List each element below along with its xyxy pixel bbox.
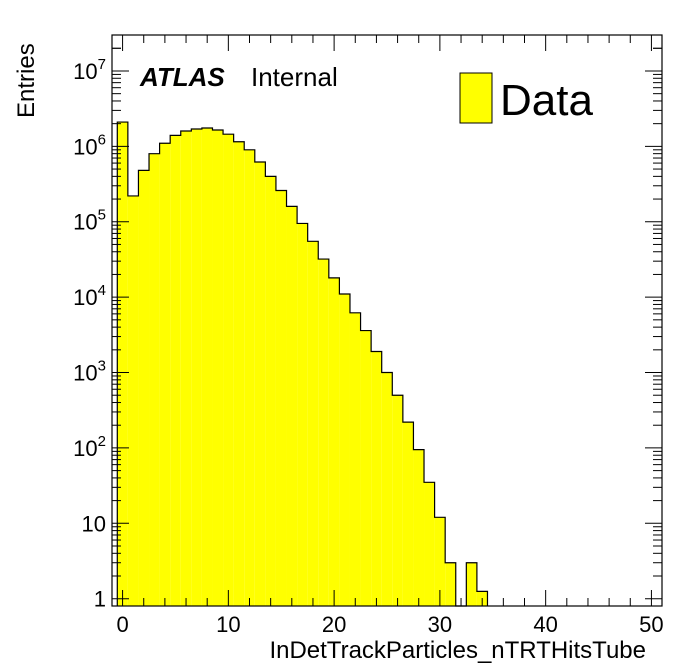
histogram-bar <box>307 241 319 607</box>
y-tick-label: 105 <box>73 207 106 235</box>
plot-frame <box>111 34 663 607</box>
histogram-bar <box>265 176 276 607</box>
histogram-bar <box>402 422 414 606</box>
histogram-bar <box>191 128 202 607</box>
x-axis-title: InDetTrackParticles_nTRTHitsTube <box>269 637 646 664</box>
histogram-bar <box>424 482 435 606</box>
atlas-label: ATLAS <box>139 62 225 92</box>
x-tick-label: 0 <box>116 612 128 637</box>
histogram-outline <box>116 121 489 607</box>
histogram-bar <box>339 294 350 606</box>
x-tick-label: 50 <box>639 612 663 637</box>
y-tick-label: 1 <box>94 587 106 612</box>
histogram-bar <box>371 351 382 606</box>
y-tick-label: 10 <box>82 511 106 536</box>
y-tick-labels: 1 10 102 103 104 105 106 107 <box>73 56 106 612</box>
histogram-bar <box>117 122 128 606</box>
x-tick-label: 40 <box>533 612 557 637</box>
histogram-outline-group <box>116 121 489 607</box>
histogram-bar <box>328 277 340 606</box>
x-tick-label: 20 <box>322 612 346 637</box>
histogram-bar <box>381 372 393 606</box>
legend-swatch <box>459 72 493 124</box>
histogram-bar <box>138 170 150 606</box>
histogram-bar <box>180 130 192 606</box>
internal-label: Internal <box>251 62 338 92</box>
x-tick-labels: 0 10 20 30 40 50 <box>116 612 663 637</box>
histogram-bar <box>466 562 477 606</box>
histogram-bar <box>170 135 181 607</box>
axis-ticks <box>112 34 662 606</box>
legend-entry-data: Data <box>500 76 593 125</box>
histogram-bar <box>233 141 245 606</box>
histogram-bar <box>244 149 255 606</box>
y-tick-label: 103 <box>73 358 106 386</box>
histogram-bars <box>117 122 488 607</box>
histogram-bar <box>201 128 213 607</box>
y-tick-label: 107 <box>73 56 106 84</box>
histogram-bar <box>318 259 329 606</box>
histogram-bar <box>149 153 160 607</box>
histogram-bar <box>413 449 425 606</box>
histogram-bar <box>360 330 372 606</box>
histogram-bar <box>286 206 298 607</box>
x-tick-label: 10 <box>216 612 240 637</box>
histogram-bar <box>212 129 224 607</box>
y-tick-label: 102 <box>73 433 106 461</box>
histogram-bar <box>223 134 234 607</box>
histogram-bar <box>434 517 446 606</box>
histogram-bar <box>349 312 361 606</box>
histogram-bar <box>254 162 266 606</box>
legend: Data <box>459 72 593 125</box>
histogram-bar <box>392 395 403 606</box>
y-tick-label: 106 <box>73 131 106 159</box>
y-axis-title: Entries <box>13 43 40 118</box>
y-tick-label: 104 <box>73 282 106 310</box>
x-tick-label: 30 <box>428 612 452 637</box>
histogram-bar <box>159 143 171 606</box>
histogram-bar <box>445 562 456 606</box>
histogram-bar <box>127 195 139 606</box>
histogram-bar <box>275 190 287 607</box>
histogram-bar <box>297 223 308 606</box>
